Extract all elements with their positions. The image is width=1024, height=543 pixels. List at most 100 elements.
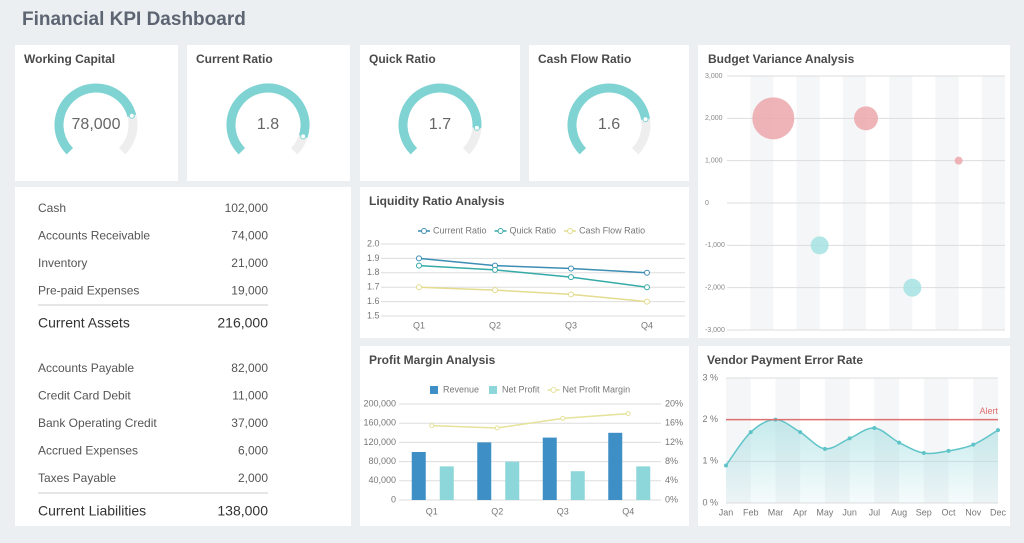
y-tick-label: 1.5: [367, 310, 380, 320]
point: [416, 284, 422, 291]
legend-label: Cash Flow Ratio: [579, 225, 645, 235]
y-tick-label: -3,000: [705, 327, 725, 334]
gauge-end: [128, 112, 135, 119]
y2-tick-label: 0%: [665, 494, 678, 504]
point: [946, 448, 951, 453]
total-value: 216,000: [217, 315, 268, 331]
y2-tick-label: 20%: [665, 398, 683, 408]
point: [625, 411, 631, 417]
point: [748, 430, 753, 435]
point: [798, 430, 803, 435]
point: [847, 436, 852, 441]
x-tick-label: Q2: [491, 506, 503, 516]
point: [644, 269, 650, 276]
y2-tick-label: 16%: [665, 418, 683, 428]
y-tick-label: 1.6: [367, 296, 380, 306]
legend-label: Current Ratio: [433, 225, 487, 235]
y-tick-label: 2.0: [367, 238, 380, 248]
point: [897, 440, 902, 445]
point: [996, 428, 1000, 433]
row-value: 37,000: [231, 416, 268, 430]
row-label: Bank Operating Credit: [38, 416, 157, 430]
bar: [542, 437, 557, 500]
legend-swatch: [497, 228, 504, 234]
gauge-end: [473, 124, 480, 131]
x-tick-label: Q1: [413, 320, 425, 330]
x-tick-label: Q2: [489, 320, 501, 330]
area-fill: [726, 419, 998, 503]
legend-label: Quick Ratio: [510, 225, 557, 235]
row-label: Taxes Payable: [38, 471, 116, 485]
y-tick-label: 1.9: [367, 253, 380, 263]
point: [644, 298, 650, 305]
gauge-title: Current Ratio: [196, 52, 273, 66]
point: [416, 262, 422, 269]
x-tick-label: Jan: [719, 507, 734, 517]
gauge-end: [300, 133, 307, 140]
y-tick-label: -1,000: [705, 242, 725, 249]
x-tick-label: Q4: [641, 320, 653, 330]
x-tick-label: Apr: [793, 507, 807, 517]
bubble: [752, 97, 795, 140]
bubble: [810, 236, 829, 255]
bar: [477, 442, 492, 500]
x-tick-label: Dec: [990, 507, 1007, 517]
point: [560, 415, 566, 421]
point: [872, 426, 877, 430]
x-tick-label: Q3: [557, 506, 569, 516]
line: [431, 412, 629, 429]
alert-label: Alert: [979, 406, 998, 416]
row-value: 74,000: [231, 229, 268, 243]
gauge-value: 1.8: [257, 116, 279, 133]
gauge-value: 1.6: [598, 116, 620, 133]
point: [724, 463, 728, 468]
y-tick-label: 0 %: [702, 497, 718, 507]
row-value: 2,000: [238, 471, 268, 485]
point: [492, 266, 498, 273]
x-tick-label: Mar: [768, 507, 784, 517]
y-tick-label: 1 %: [702, 456, 718, 466]
gauge-value: 78,000: [72, 116, 121, 133]
point: [921, 451, 926, 455]
y-tick-label: 1,000: [705, 158, 723, 165]
total-label: Current Assets: [38, 315, 130, 331]
point: [492, 287, 498, 294]
point: [568, 265, 574, 272]
row-value: 19,000: [231, 284, 268, 298]
row-value: 21,000: [231, 256, 268, 270]
legend-label: Net Profit: [502, 384, 540, 394]
gauge-fill: [567, 83, 650, 155]
y-tick-label: 3 %: [702, 372, 718, 382]
bar: [608, 432, 623, 500]
point: [416, 255, 422, 262]
y-tick-label: 3,000: [705, 73, 723, 80]
x-tick-label: Oct: [942, 507, 957, 517]
line: [418, 257, 648, 274]
row-label: Cash: [38, 201, 66, 215]
bar: [636, 466, 651, 500]
row-label: Credit Card Debit: [38, 389, 131, 403]
y-tick-label: 80,000: [368, 456, 396, 466]
gauge-fill: [226, 83, 310, 155]
y-tick-label: 2 %: [702, 414, 718, 424]
row-label: Inventory: [38, 256, 87, 270]
legend-swatch: [430, 386, 438, 394]
gauge-title: Quick Ratio: [369, 52, 436, 66]
bar: [439, 466, 454, 500]
line: [418, 264, 648, 288]
y2-tick-label: 8%: [665, 456, 678, 466]
line: [418, 286, 648, 303]
chart-title: Vendor Payment Error Rate: [707, 353, 863, 367]
legend-swatch: [489, 386, 498, 394]
x-tick-label: Jun: [842, 507, 857, 517]
gauge-fill: [54, 83, 137, 155]
y-tick-label: 0: [391, 494, 396, 504]
y-tick-label: 1.8: [367, 267, 380, 277]
point: [568, 291, 574, 298]
legend-swatch: [550, 387, 557, 393]
point: [429, 423, 435, 429]
row-label: Accounts Receivable: [38, 229, 150, 243]
bubble: [903, 278, 922, 297]
x-tick-label: Q4: [622, 506, 634, 516]
